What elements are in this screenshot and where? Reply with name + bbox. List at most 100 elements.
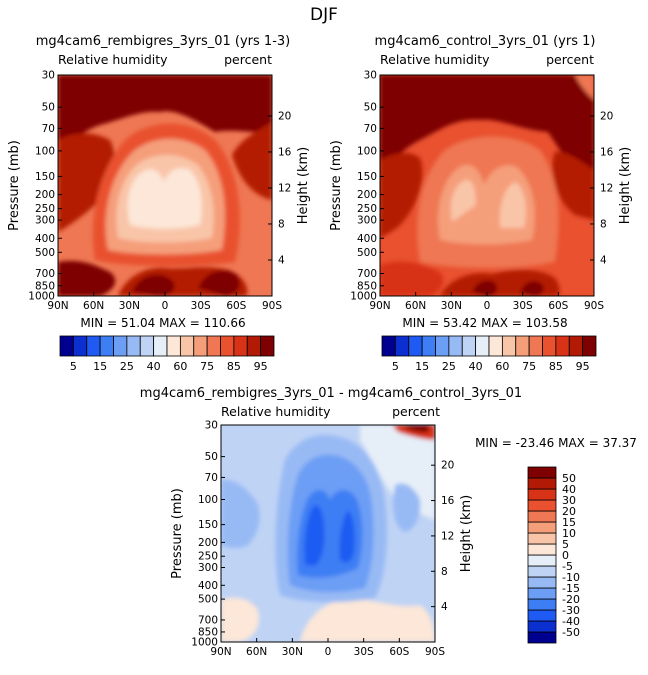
diff-colorbar-label-13: -40 [562,615,580,628]
model-xtick-label-6: 90S [262,300,282,312]
control-colorbar-box-8 [488,335,503,357]
diff-colorbar-box-6 [527,565,557,578]
diff-fill-nh-drying [221,479,260,549]
diff-colorbar-box-2 [527,609,557,622]
diff-xtick-label-1: 60N [246,646,267,658]
diff-variable-label: Relative humidity [221,404,331,419]
diff-ptick-label-12: 1000 [191,637,218,649]
diff-htick-label-4: 20 [441,460,454,472]
control-colorbar-box-12 [542,335,557,357]
model-units-label: percent [224,52,272,67]
model-ptick-label-3: 100 [35,145,55,157]
diff-colorbar-box-8 [527,543,557,556]
control-htick-label-2: 12 [600,182,613,194]
control-colorbar-box-1 [394,335,410,357]
model-htick-label-0: 4 [278,254,285,266]
model-colorbar-box-10 [193,335,208,357]
diff-ptick-label-7: 300 [198,562,218,574]
model-contour-field [58,75,272,296]
panel-model: mg4cam6_rembigres_3yrs_01 (yrs 1-3) Rela… [7,34,311,373]
diff-fill-central-drying-4 [304,505,325,566]
diff-htick-label-1: 8 [441,566,448,578]
control-ptick-label-1: 50 [364,102,377,114]
model-colorbar-label-7: 95 [254,360,268,373]
model-colorbar-box-7 [153,335,168,357]
control-xtick-label-4: 30S [513,300,533,312]
control-colorbar-label-0: 5 [392,360,399,373]
model-xtick-label-4: 30S [191,300,211,312]
model-ylabel-right: Height (km) [296,147,311,224]
diff-ylabel-right: Height (km) [459,495,474,572]
diff-fill-positive-region-west [221,597,260,642]
control-ptick-label-0: 30 [364,70,377,82]
diff-colorbar-label-5: 10 [562,527,576,540]
control-stats: MIN = 53.42 MAX = 103.58 [402,316,567,330]
model-htick-label-4: 20 [278,110,291,122]
control-ptick-label-11: 850 [357,280,377,292]
control-colorbar-box-10 [515,335,530,357]
model-colorbar-box-4 [113,335,128,357]
diff-colorbar-box-12 [527,499,557,512]
diff-colorbar-box-11 [527,510,557,523]
panel-diff: mg4cam6_rembigres_3yrs_01 - mg4cam6_cont… [140,386,637,658]
control-colorbar-box-15 [582,335,597,357]
diff-colorbar-box-15 [527,466,557,479]
page-title: DJF [310,5,338,25]
control-htick-label-3: 16 [600,146,614,158]
panel-control: mg4cam6_control_3yrs_01 (yrs 1) Relative… [329,34,633,373]
diff-colorbar-box-5 [527,576,557,589]
control-ptick-label-9: 500 [357,247,377,259]
control-xtick-label-2: 30N [441,300,462,312]
control-xtick-label-3: 0 [484,300,491,312]
model-ptick-label-8: 400 [35,233,55,245]
control-colorbar-box-13 [555,335,570,357]
diff-colorbar-label-7: 0 [562,549,569,562]
diff-colorbar-box-0 [527,631,557,644]
control-ptick-label-3: 100 [357,145,377,157]
model-colorbar-box-11 [206,335,221,357]
diff-colorbar-box-9 [527,532,557,545]
control-title: mg4cam6_control_3yrs_01 (yrs 1) [375,34,596,49]
diff-units-label: percent [392,404,440,419]
model-ptick-label-0: 30 [42,70,55,82]
control-contour-field [380,75,594,296]
control-xtick-label-6: 90S [584,300,604,312]
control-units-label: percent [546,52,594,67]
diff-colorbar-box-14 [527,477,557,490]
model-title: mg4cam6_rembigres_3yrs_01 (yrs 1-3) [36,34,290,49]
control-fill-sh-upper [552,151,594,220]
control-colorbar-box-14 [568,335,584,357]
diff-ptick-label-11: 850 [198,626,218,638]
model-ptick-label-12: 1000 [28,291,55,303]
control-htick-label-1: 8 [600,218,607,230]
model-colorbar-box-8 [166,335,181,357]
diff-ptick-label-3: 100 [198,494,218,506]
model-colorbar-box-13 [233,335,248,357]
model-ylabel-left: Pressure (mb) [7,140,22,231]
control-fill-stratosphere-band [380,75,594,185]
model-stats: MIN = 51.04 MAX = 110.66 [80,316,245,330]
diff-colorbar-box-1 [527,620,557,633]
diff-colorbar-box-13 [527,488,557,501]
control-fill-nh-upper [380,152,423,238]
diff-ylabel-left: Pressure (mb) [170,488,185,579]
control-colorbar-label-2: 25 [442,360,456,373]
model-xtick-label-3: 0 [162,300,169,312]
control-colorbar-box-2 [408,335,423,357]
model-ptick-label-6: 250 [35,203,55,215]
control-ptick-label-2: 70 [364,123,377,135]
model-colorbar-box-0 [59,335,74,357]
model-xtick-label-1: 60N [83,300,104,312]
model-colorbar-label-0: 5 [70,360,77,373]
model-colorbar-box-15 [260,335,275,357]
model-fill-stratosphere-band [58,75,272,150]
diff-ptick-label-0: 30 [205,420,218,432]
model-fill-boundary-layer-core [132,274,175,296]
control-htick-label-4: 20 [600,110,613,122]
diff-xtick-label-6: 90S [425,646,445,658]
model-fill-sh-upper [232,122,272,200]
control-fill-boundary-layer-core-1 [472,280,497,296]
control-xtick-label-1: 60N [405,300,426,312]
control-ptick-label-8: 400 [357,233,377,245]
